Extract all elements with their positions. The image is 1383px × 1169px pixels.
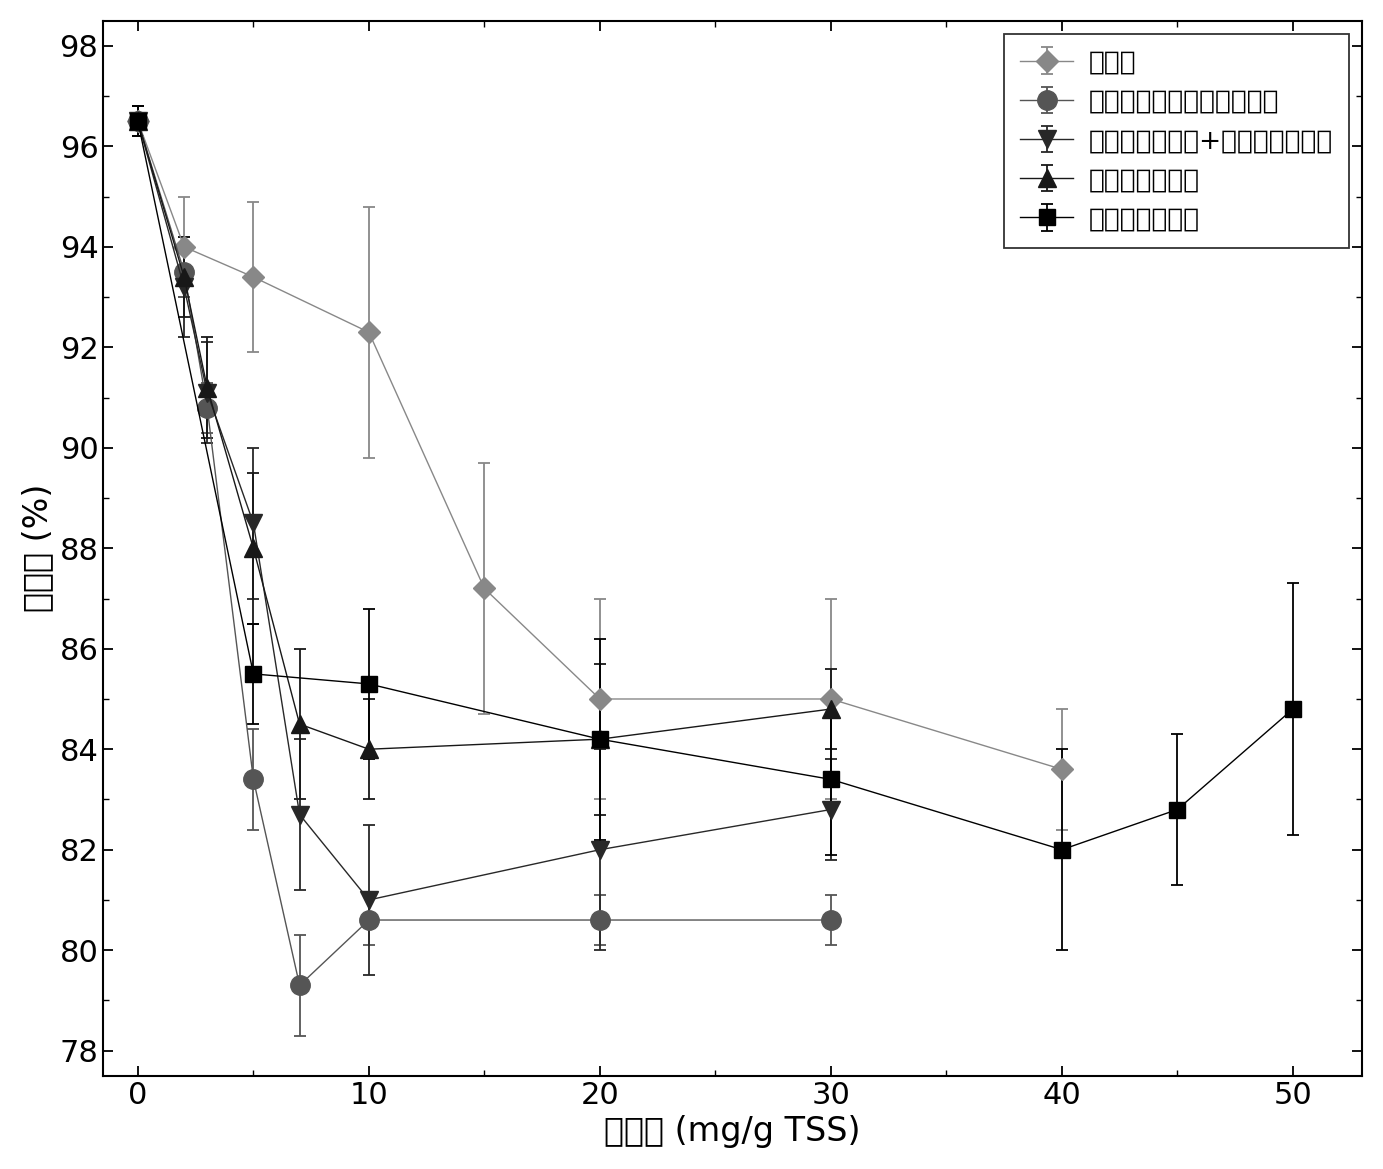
X-axis label: 投加量 (mg/g TSS): 投加量 (mg/g TSS) [604, 1115, 862, 1148]
Y-axis label: 含水率 (%): 含水率 (%) [21, 484, 54, 613]
Legend: 氯化铁, 新型杂合天然高分子絮凝剂, 阳离子醚化淀粉+阳离子化木质素, 阳离子醚化淀粉, 阳离子化木质素: 氯化铁, 新型杂合天然高分子絮凝剂, 阳离子醚化淀粉+阳离子化木质素, 阳离子醚… [1004, 34, 1348, 249]
